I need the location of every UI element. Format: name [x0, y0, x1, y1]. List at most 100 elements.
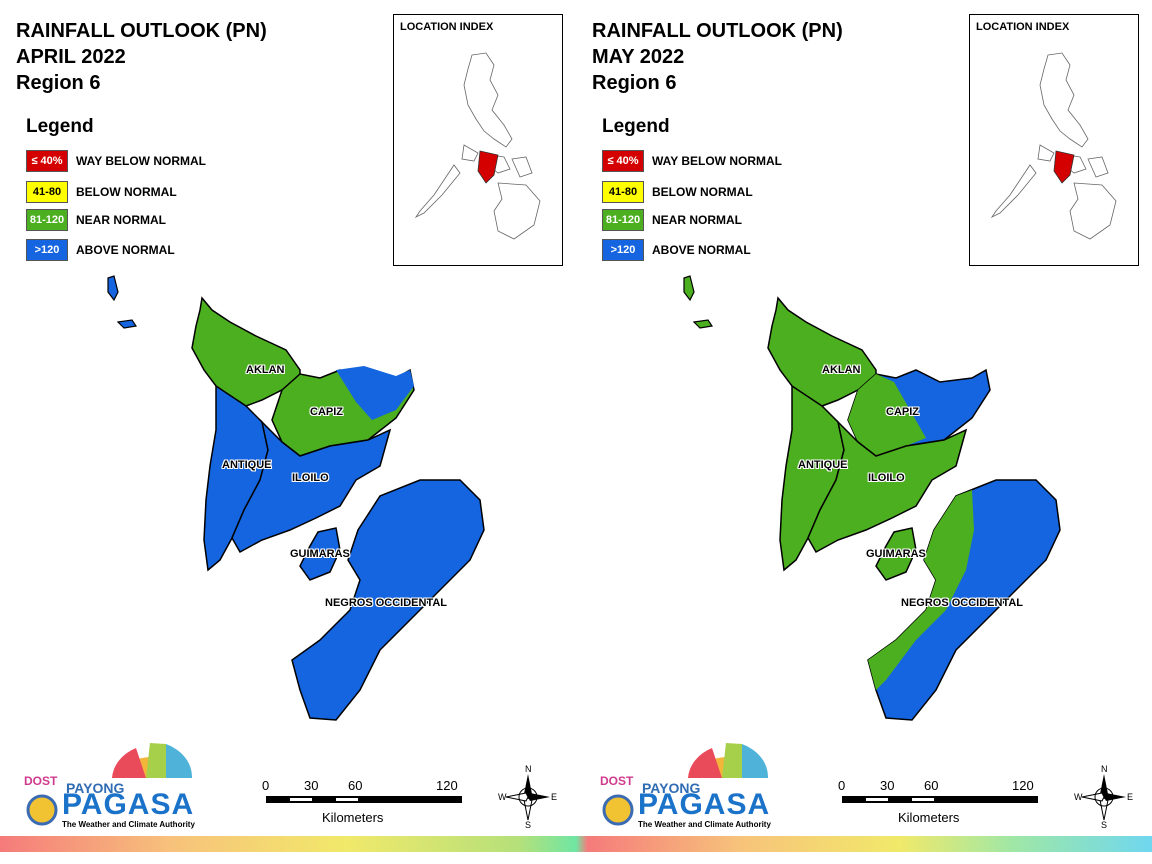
location-index-box: LOCATION INDEX: [969, 14, 1139, 266]
province-iloilo: [231, 419, 392, 554]
outlook-panel-april: RAINFALL OUTLOOK (PN) APRIL 2022 Region …: [16, 14, 563, 838]
pagasa-umbrella-logo-icon: [602, 743, 769, 826]
compass-n: N: [525, 764, 532, 774]
capiz-above-normal-zone: [336, 366, 414, 420]
location-index-title: LOCATION INDEX: [976, 21, 1070, 33]
logo-payong: PAYONG: [642, 780, 701, 796]
title-line-1: RAINFALL OUTLOOK (PN): [16, 20, 267, 42]
legend-swatch: 41-80: [602, 181, 644, 203]
scale-unit: Kilometers: [322, 810, 384, 825]
label-guimaras: GUIMARAS: [290, 548, 350, 560]
outlook-panel-may: RAINFALL OUTLOOK (PN) MAY 2022 Region 6 …: [576, 0, 1152, 864]
title-region: Region 6: [592, 72, 677, 94]
legend-title: Legend: [26, 116, 94, 137]
legend-label: ABOVE NORMAL: [76, 243, 175, 257]
scale-tick: 60: [924, 778, 939, 793]
logo-pagasa: PAGASA: [638, 788, 771, 821]
region-6-map: [107, 275, 485, 721]
payong-pagasa-logo: DOST PAYONG PAGASA The Weather and Clima…: [592, 738, 772, 833]
legend-swatch: 81-120: [26, 209, 68, 231]
island-green: [683, 275, 695, 302]
label-aklan: AKLAN: [822, 364, 861, 376]
legend-swatch: >120: [602, 239, 644, 261]
province-aklan: [191, 296, 301, 407]
scale-tick: 30: [880, 778, 895, 793]
compass-n: N: [1101, 764, 1108, 774]
map-title: RAINFALL OUTLOOK (PN) APRIL 2022 Region …: [16, 18, 267, 96]
scale-tick: 30: [304, 778, 319, 793]
label-guimaras: GUIMARAS: [866, 548, 926, 560]
logo-tagline: The Weather and Climate Authority: [638, 820, 771, 829]
location-index-box: LOCATION INDEX: [393, 14, 563, 266]
legend-label: NEAR NORMAL: [76, 213, 166, 227]
scale-tick: 120: [436, 778, 458, 793]
scale-unit: Kilometers: [898, 810, 960, 825]
scale-bar: 0 30 60 120 Kilometers: [262, 778, 462, 838]
title-month: MAY 2022: [592, 46, 685, 68]
north-arrow: N E S W: [1072, 764, 1136, 835]
legend-label: WAY BELOW NORMAL: [76, 154, 207, 168]
legend-swatch: 81-120: [602, 209, 644, 231]
payong-pagasa-logo: DOST PAYONG PAGASA The Weather and Clima…: [16, 738, 196, 833]
label-iloilo: ILOILO: [868, 472, 905, 484]
scale-bar: 0 30 60 120 Kilometers: [838, 778, 1038, 838]
compass-e: E: [551, 792, 558, 802]
label-capiz: CAPIZ: [310, 406, 343, 418]
province-aklan: [767, 296, 877, 407]
scale-bar-graphic: [842, 796, 1038, 803]
compass-s: S: [1101, 820, 1108, 830]
island-blue: [107, 275, 119, 302]
compass-s: S: [525, 820, 532, 830]
province-guimaras: [299, 527, 341, 581]
legend-swatch: ≤ 40%: [26, 150, 68, 172]
label-negros-occidental: NEGROS OCCIDENTAL: [325, 597, 448, 609]
legend-label: ABOVE NORMAL: [652, 243, 751, 257]
region-6-map: [683, 275, 1061, 721]
scale-tick: 60: [348, 778, 363, 793]
legend-swatch: >120: [26, 239, 68, 261]
province-negros-occidental: [291, 479, 485, 721]
scale-bar-graphic: [266, 796, 462, 803]
compass-w: W: [498, 792, 507, 802]
label-capiz: CAPIZ: [886, 406, 919, 418]
legend-label: WAY BELOW NORMAL: [652, 154, 783, 168]
compass-rose-icon: [1081, 774, 1126, 821]
title-month: APRIL 2022: [16, 46, 126, 68]
legend-swatch: ≤ 40%: [602, 150, 644, 172]
island-blue: [116, 319, 138, 329]
logo-dost: DOST: [24, 774, 58, 788]
compass-e: E: [1127, 792, 1134, 802]
pagasa-umbrella-logo-icon: [26, 743, 193, 826]
legend-swatch: 41-80: [26, 181, 68, 203]
label-antique: ANTIQUE: [222, 459, 272, 471]
north-arrow: N E S W: [496, 764, 560, 835]
title-region: Region 6: [16, 72, 101, 94]
province-guimaras: [875, 527, 917, 581]
label-aklan: AKLAN: [246, 364, 285, 376]
title-line-1: RAINFALL OUTLOOK (PN): [592, 20, 843, 42]
island-green: [692, 319, 714, 329]
logo-tagline: The Weather and Climate Authority: [62, 820, 195, 829]
map-title: RAINFALL OUTLOOK (PN) MAY 2022 Region 6: [592, 18, 843, 96]
footer-gradient-bar: [0, 836, 1152, 852]
compass-w: W: [1074, 792, 1083, 802]
scale-tick: 0: [838, 778, 846, 793]
philippines-index-map: [990, 52, 1117, 240]
legend-title: Legend: [602, 116, 670, 137]
label-iloilo: ILOILO: [292, 472, 329, 484]
philippines-index-map: [414, 52, 541, 240]
logo-dost: DOST: [600, 774, 634, 788]
legend-label: NEAR NORMAL: [652, 213, 742, 227]
legend-label: BELOW NORMAL: [76, 185, 177, 199]
legend-label: BELOW NORMAL: [652, 185, 753, 199]
compass-rose-icon: [505, 774, 550, 821]
capiz-near-normal-zone: [848, 374, 926, 456]
label-negros-occidental: NEGROS OCCIDENTAL: [901, 597, 1024, 609]
logo-pagasa: PAGASA: [62, 788, 195, 821]
label-antique: ANTIQUE: [798, 459, 848, 471]
location-index-title: LOCATION INDEX: [400, 21, 494, 33]
negros-near-normal-zone: [868, 490, 974, 690]
scale-tick: 0: [262, 778, 270, 793]
province-iloilo: [807, 419, 968, 554]
scale-tick: 120: [1012, 778, 1034, 793]
